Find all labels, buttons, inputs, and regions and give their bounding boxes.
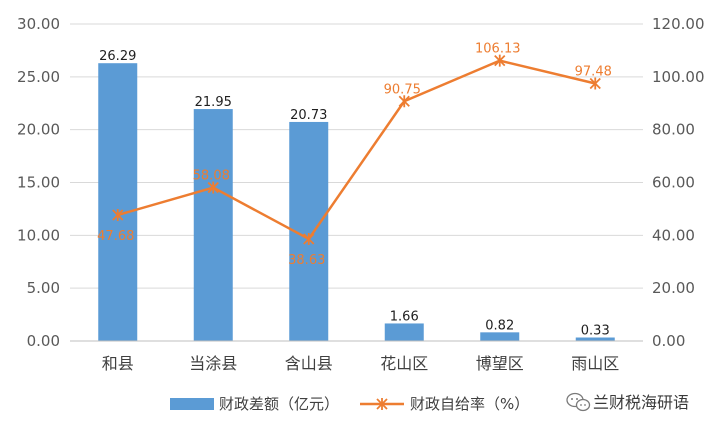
legend-label-bar: 财政差额（亿元）	[219, 395, 339, 413]
bar	[480, 332, 520, 341]
y-right-tick-label: 120.00	[652, 15, 705, 33]
line-point	[589, 77, 601, 90]
x-category-label: 含山县	[285, 354, 333, 373]
line-data-label: 47.68	[97, 229, 134, 244]
bar	[193, 109, 233, 341]
x-category-label: 当涂县	[189, 354, 237, 373]
line-point	[303, 232, 315, 245]
bar-data-label: 0.33	[581, 324, 610, 339]
x-category-label: 花山区	[380, 354, 428, 373]
legend-swatch-bar	[170, 398, 214, 410]
y-left-tick-label: 0.00	[27, 332, 60, 350]
line-path	[117, 59, 596, 241]
y-left-tick-label: 15.00	[17, 174, 60, 192]
bar-series	[98, 63, 615, 341]
x-category-label: 雨山区	[571, 354, 619, 373]
bar	[98, 63, 138, 341]
watermark-text: 兰财税海研语	[593, 393, 689, 412]
y-left-tick-label: 20.00	[17, 121, 60, 139]
legend: 财政差额（亿元） 财政自给率（%）	[170, 395, 529, 413]
line-point	[112, 209, 124, 222]
y-left-tick-label: 10.00	[17, 226, 60, 244]
y-left-tick-label: 25.00	[17, 68, 60, 86]
line-data-label: 58.08	[193, 169, 230, 184]
y-right-tick-label: 20.00	[652, 279, 695, 297]
y-left-tick-label: 30.00	[17, 15, 60, 33]
wechat-icon	[566, 392, 591, 412]
line-point	[398, 95, 410, 108]
line-series	[112, 54, 601, 245]
bar-data-label: 21.95	[195, 95, 232, 110]
data-labels: 26.29 21.95 20.73 1.66 0.82 0.33 47.68 58.08 38.…	[97, 42, 612, 339]
line-data-label: 38.63	[288, 253, 325, 268]
bar	[575, 337, 615, 341]
legend-label-line: 财政自给率（%）	[410, 395, 529, 413]
y-right-tick-label: 60.00	[652, 174, 695, 192]
bar-data-label: 20.73	[290, 108, 327, 123]
line-data-label: 106.13	[475, 42, 521, 57]
y-right-tick-label: 80.00	[652, 121, 695, 139]
bar-data-label: 1.66	[390, 309, 419, 324]
gridlines	[70, 23, 643, 289]
line-data-label: 90.75	[384, 82, 421, 97]
y-right-tick-label: 100.00	[652, 68, 705, 86]
bar	[384, 323, 424, 341]
line-data-label: 97.48	[575, 64, 612, 79]
line-point	[494, 54, 506, 67]
x-category-label: 和县	[102, 354, 134, 373]
y-right-tick-label: 40.00	[652, 226, 695, 244]
line-point	[207, 181, 219, 194]
legend-marker-icon	[376, 398, 388, 410]
y-left-tick-label: 5.00	[27, 279, 60, 297]
x-category-label: 博望区	[476, 354, 524, 373]
watermark: 兰财税海研语	[566, 392, 689, 412]
axes: 0.00 5.00 10.00 15.00 20.00 25.00 30.00 0.00 20.…	[17, 15, 704, 373]
bar-data-label: 0.82	[485, 318, 514, 333]
y-right-tick-label: 0.00	[652, 332, 685, 350]
bar-data-label: 26.29	[99, 49, 136, 64]
